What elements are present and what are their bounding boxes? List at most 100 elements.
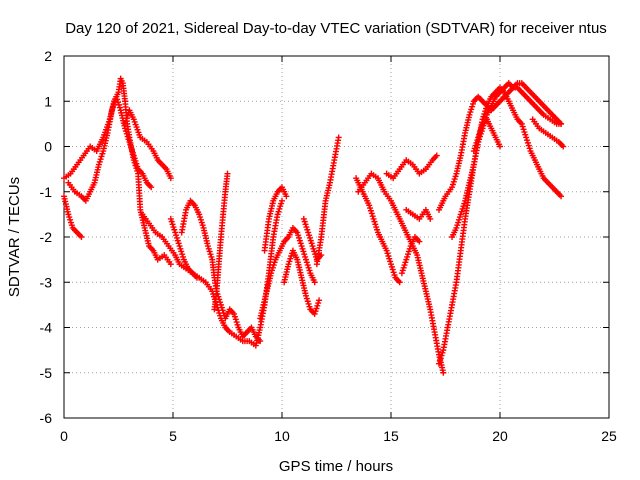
data-point bbox=[301, 251, 308, 258]
series-arc-13 bbox=[313, 134, 342, 268]
data-point bbox=[308, 240, 315, 247]
y-tick-label: 2 bbox=[44, 48, 52, 64]
data-point bbox=[305, 229, 312, 236]
data-point bbox=[180, 253, 187, 260]
data-point bbox=[370, 215, 377, 222]
data-point bbox=[467, 109, 474, 116]
series-arc-16 bbox=[383, 152, 440, 182]
data-point bbox=[123, 115, 130, 122]
x-tick-label: 0 bbox=[60, 428, 68, 444]
data-point bbox=[123, 130, 130, 137]
data-point bbox=[148, 184, 155, 191]
y-tick-label: -3 bbox=[40, 274, 53, 290]
data-point bbox=[385, 253, 392, 260]
data-point bbox=[115, 99, 122, 106]
data-point bbox=[450, 178, 457, 185]
data-point bbox=[177, 245, 184, 252]
data-point bbox=[196, 211, 203, 218]
data-point bbox=[286, 258, 293, 265]
data-point bbox=[306, 303, 313, 310]
data-point bbox=[427, 215, 434, 222]
data-point bbox=[268, 267, 275, 274]
data-point bbox=[198, 219, 205, 226]
x-tick-label: 5 bbox=[169, 428, 177, 444]
data-point bbox=[167, 261, 174, 268]
data-point bbox=[401, 262, 408, 269]
data-points bbox=[61, 75, 567, 376]
data-point bbox=[368, 210, 375, 217]
data-point bbox=[168, 218, 175, 225]
data-point bbox=[257, 338, 264, 345]
data-point bbox=[234, 321, 241, 328]
data-point bbox=[453, 224, 460, 231]
data-point bbox=[372, 221, 379, 228]
data-point bbox=[224, 170, 231, 177]
data-point bbox=[303, 295, 310, 302]
data-point bbox=[176, 243, 183, 250]
data-point bbox=[167, 215, 174, 222]
data-point bbox=[122, 120, 129, 127]
data-point bbox=[457, 211, 464, 218]
data-point bbox=[313, 305, 320, 312]
data-point bbox=[275, 208, 282, 215]
data-point bbox=[178, 248, 185, 255]
data-point bbox=[124, 112, 131, 119]
y-tick-label: 0 bbox=[44, 139, 52, 155]
data-point bbox=[525, 142, 532, 149]
data-point bbox=[288, 253, 295, 260]
data-point bbox=[131, 155, 138, 162]
data-point bbox=[478, 123, 485, 130]
x-tick-label: 25 bbox=[601, 428, 617, 444]
data-point bbox=[96, 158, 103, 165]
data-point bbox=[110, 101, 117, 108]
data-point bbox=[169, 221, 176, 228]
data-point bbox=[314, 302, 321, 309]
series-arc-4 bbox=[122, 107, 174, 182]
data-point bbox=[373, 224, 380, 231]
series-arc-2 bbox=[61, 193, 85, 240]
data-point bbox=[400, 264, 407, 271]
data-point bbox=[519, 123, 526, 130]
data-point bbox=[435, 360, 442, 367]
y-tick-label: -6 bbox=[40, 410, 53, 426]
y-tick-label: -4 bbox=[40, 320, 53, 336]
data-point bbox=[416, 238, 423, 245]
data-point bbox=[470, 148, 477, 155]
data-point bbox=[269, 264, 276, 271]
data-point bbox=[455, 219, 462, 226]
data-point bbox=[297, 240, 304, 247]
series-arc-18 bbox=[398, 234, 423, 277]
data-point bbox=[173, 234, 180, 241]
data-point bbox=[367, 205, 374, 212]
data-point bbox=[109, 104, 116, 111]
data-point bbox=[134, 163, 141, 170]
data-point bbox=[436, 357, 443, 364]
data-point bbox=[113, 93, 120, 100]
data-point bbox=[402, 259, 409, 266]
data-point bbox=[95, 161, 102, 168]
data-point bbox=[312, 308, 319, 315]
data-point bbox=[122, 128, 129, 135]
data-point bbox=[558, 120, 565, 127]
data-point bbox=[560, 143, 567, 150]
data-point bbox=[199, 222, 206, 229]
data-point bbox=[217, 301, 224, 308]
data-point bbox=[114, 96, 121, 103]
data-point bbox=[233, 319, 240, 326]
data-point bbox=[458, 208, 465, 215]
data-point bbox=[389, 266, 396, 273]
data-point bbox=[218, 304, 225, 311]
data-point bbox=[295, 232, 302, 239]
data-point bbox=[302, 221, 309, 228]
data-point bbox=[383, 247, 390, 254]
data-point bbox=[270, 262, 277, 269]
tick-labels: 0 5 10 15 20 25 -6 -5 -4 -3 -2 -1 0 1 2 bbox=[40, 48, 617, 444]
data-point bbox=[179, 251, 186, 258]
data-point bbox=[523, 134, 530, 141]
data-point bbox=[283, 193, 290, 200]
y-tick-label: -5 bbox=[40, 365, 53, 381]
data-point bbox=[130, 152, 137, 159]
data-point bbox=[78, 234, 85, 240]
data-point bbox=[124, 133, 131, 140]
data-point bbox=[296, 234, 303, 241]
